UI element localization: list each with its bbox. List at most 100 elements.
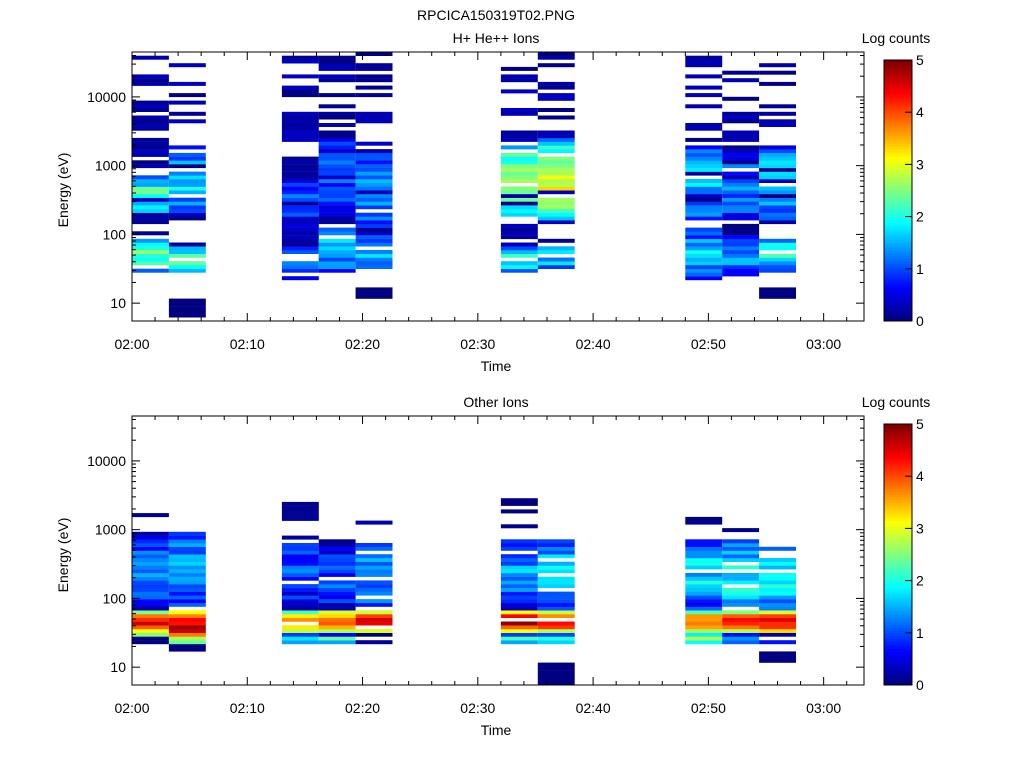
heatmap-cell	[318, 141, 356, 146]
colorbar-segment	[884, 138, 912, 142]
heatmap-cell	[500, 561, 538, 566]
colorbar-segment	[884, 229, 912, 233]
colorbar-segment	[884, 538, 912, 542]
colorbar-segment	[884, 104, 912, 108]
heatmap-cell	[318, 250, 356, 254]
heatmap-cell	[759, 606, 796, 611]
heatmap-cell	[281, 561, 319, 566]
heatmap-cell	[132, 149, 169, 154]
colorbar-segment	[884, 632, 912, 636]
heatmap-cell	[168, 111, 206, 116]
heatmap-cell	[537, 681, 575, 686]
heatmap-cell	[318, 216, 356, 221]
heatmap-cell	[500, 231, 538, 236]
heatmap-cell	[537, 182, 575, 187]
colorbar-segment	[884, 463, 912, 467]
colorbar-segment	[884, 630, 912, 634]
heatmap-cell	[537, 220, 575, 225]
heatmap-cell	[500, 179, 538, 183]
colorbar-tick-label: 0	[916, 677, 924, 693]
heatmap-cell	[281, 640, 319, 645]
heatmap-cell	[722, 595, 760, 600]
heatmap-cell	[281, 550, 319, 555]
heatmap-cell	[500, 242, 538, 247]
heatmap-cell	[537, 96, 575, 101]
colorbar-segment	[884, 187, 912, 191]
heatmap-cell	[281, 558, 319, 562]
heatmap-cell	[281, 186, 319, 191]
heatmap-cell	[500, 595, 538, 600]
heatmap-cell	[722, 179, 760, 183]
heatmap-cell	[132, 535, 169, 540]
heatmap-cell	[537, 175, 575, 180]
heatmap-cell	[759, 208, 796, 213]
heatmap-cell	[318, 137, 356, 142]
heatmap-cell	[132, 242, 169, 247]
heatmap-cell	[355, 558, 393, 562]
heatmap-cell	[281, 509, 319, 514]
colorbar-segment	[884, 512, 912, 516]
colorbar-segment	[884, 99, 912, 103]
colorbar-segment	[884, 468, 912, 472]
heatmap-cell	[355, 265, 393, 269]
heatmap-cell	[355, 227, 393, 232]
colorbar-label: Log counts	[862, 394, 931, 410]
heatmap-cell	[168, 309, 206, 314]
colorbar-segment	[884, 591, 912, 595]
heatmap-cell	[685, 242, 723, 247]
heatmap-cell	[132, 250, 169, 254]
heatmap-cell	[685, 561, 723, 566]
heatmap-cell	[132, 78, 169, 83]
heatmap-cell	[685, 137, 723, 142]
colorbar-segment	[884, 583, 912, 587]
heatmap-cell	[168, 565, 206, 570]
colorbar-segment	[884, 78, 912, 82]
heatmap-cell	[318, 111, 356, 116]
heatmap-cell	[168, 554, 206, 559]
heatmap-cell	[281, 197, 319, 202]
heatmap-cell	[281, 171, 319, 176]
colorbar-segment	[884, 617, 912, 621]
heatmap-cell	[500, 261, 538, 266]
heatmap-cell	[537, 261, 575, 266]
colorbar-segment	[884, 671, 912, 675]
heatmap-cell	[537, 576, 575, 581]
heatmap-cell	[132, 145, 169, 150]
heatmap-cell	[759, 104, 796, 109]
heatmap-cell	[685, 145, 723, 150]
heatmap-cell	[685, 543, 723, 547]
heatmap-cell	[132, 216, 169, 221]
heatmap-cell	[281, 59, 319, 64]
heatmap-cell	[759, 175, 796, 180]
heatmap-cell	[355, 186, 393, 191]
heatmap-cell	[759, 587, 796, 592]
heatmap-cell	[281, 227, 319, 232]
heatmap-cell	[318, 569, 356, 574]
heatmap-cell	[281, 629, 319, 633]
heatmap-cell	[355, 261, 393, 266]
heatmap-cell	[168, 156, 206, 161]
heatmap-cell	[722, 171, 760, 176]
heatmap-cell	[722, 145, 760, 150]
heatmap-cell	[132, 246, 169, 251]
colorbar-tick-label: 2	[916, 573, 924, 589]
heatmap-cell	[759, 565, 796, 570]
heatmap-cell	[537, 115, 575, 120]
heatmap-cell	[281, 74, 319, 79]
heatmap-cell	[355, 614, 393, 618]
colorbar-segment	[884, 517, 912, 521]
heatmap-cell	[537, 167, 575, 172]
heatmap-cell	[759, 261, 796, 266]
colorbar-segment	[884, 510, 912, 514]
colorbar-segment	[884, 146, 912, 150]
heatmap-cell	[759, 123, 796, 127]
heatmap-cell	[759, 167, 796, 172]
colorbar-segment	[884, 169, 912, 173]
colorbar-segment	[884, 190, 912, 194]
heatmap-cell	[318, 78, 356, 83]
heatmap-cell	[355, 78, 393, 83]
colorbar-segment	[884, 494, 912, 498]
colorbar-segment	[884, 523, 912, 527]
colorbar-segment	[884, 307, 912, 311]
heatmap-cell	[759, 591, 796, 596]
